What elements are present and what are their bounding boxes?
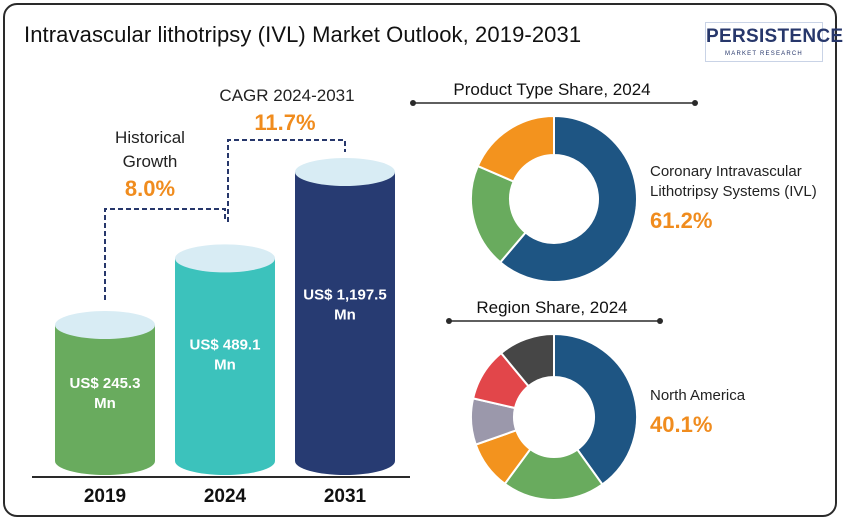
annotation-historical-value: 8.0% bbox=[125, 176, 175, 201]
region-donut bbox=[470, 332, 638, 501]
region-slice bbox=[553, 332, 638, 486]
product-type-title: Product Type Share, 2024 bbox=[453, 80, 650, 99]
bar-value-label: Mn bbox=[334, 306, 356, 323]
annotation-historical-label: Growth bbox=[123, 152, 178, 171]
bar-body bbox=[295, 172, 395, 475]
bar-cap bbox=[295, 158, 395, 186]
product-type-highlight-label: Lithotripsy Systems (IVL) bbox=[650, 183, 817, 200]
product-type-donut bbox=[470, 114, 638, 283]
bar-value-label: US$ 245.3 bbox=[70, 375, 141, 392]
x-tick-label: 2024 bbox=[204, 486, 247, 507]
region-slice bbox=[499, 332, 555, 388]
product-type-divider-dot bbox=[692, 100, 698, 106]
bar-body bbox=[55, 325, 155, 475]
persistence-logo: PERSISTENCE MARKET RESEARCH bbox=[705, 22, 844, 62]
annotation-cagr-label: CAGR 2024-2031 bbox=[219, 86, 354, 105]
bar-value-label: Mn bbox=[94, 395, 116, 412]
logo-subtext: MARKET RESEARCH bbox=[725, 51, 803, 57]
product-type-slice bbox=[498, 114, 638, 283]
connector-cagr bbox=[227, 139, 346, 222]
page-title: Intravascular lithotripsy (IVL) Market O… bbox=[24, 22, 582, 47]
connector-historical bbox=[104, 208, 226, 300]
logo-text: PERSISTENCE bbox=[706, 26, 844, 47]
bar-2031: US$ 1,197.5 Mn 2031 bbox=[295, 158, 395, 507]
region-highlight-label: North America bbox=[650, 387, 746, 404]
region-divider-dot bbox=[446, 318, 452, 324]
x-tick-label: 2031 bbox=[324, 486, 367, 507]
x-tick-label: 2019 bbox=[84, 486, 126, 507]
product-type-slice bbox=[476, 114, 555, 183]
bar-cap bbox=[55, 311, 155, 339]
bar-value-label: US$ 1,197.5 bbox=[303, 286, 386, 303]
bar-2024: US$ 489.1 Mn 2024 bbox=[175, 244, 275, 507]
product-type-divider-dot bbox=[410, 100, 416, 106]
region-title: Region Share, 2024 bbox=[476, 298, 627, 317]
bar-cap bbox=[175, 244, 275, 273]
annotation-historical-label: Historical bbox=[115, 128, 185, 147]
region-highlight-value: 40.1% bbox=[650, 412, 712, 437]
annotation-cagr-value: 11.7% bbox=[254, 110, 315, 135]
product-type-highlight-value: 61.2% bbox=[650, 208, 712, 233]
region-divider-dot bbox=[657, 318, 663, 324]
bar-body bbox=[175, 258, 275, 475]
product-type-title-bg bbox=[442, 77, 662, 101]
product-type-highlight-label: Coronary Intravascular bbox=[650, 163, 802, 180]
bar-2019: US$ 245.3 Mn 2019 bbox=[55, 311, 155, 507]
region-title-bg bbox=[468, 295, 636, 319]
bar-value-label: US$ 489.1 bbox=[190, 336, 261, 353]
bar-value-label: Mn bbox=[214, 356, 236, 373]
